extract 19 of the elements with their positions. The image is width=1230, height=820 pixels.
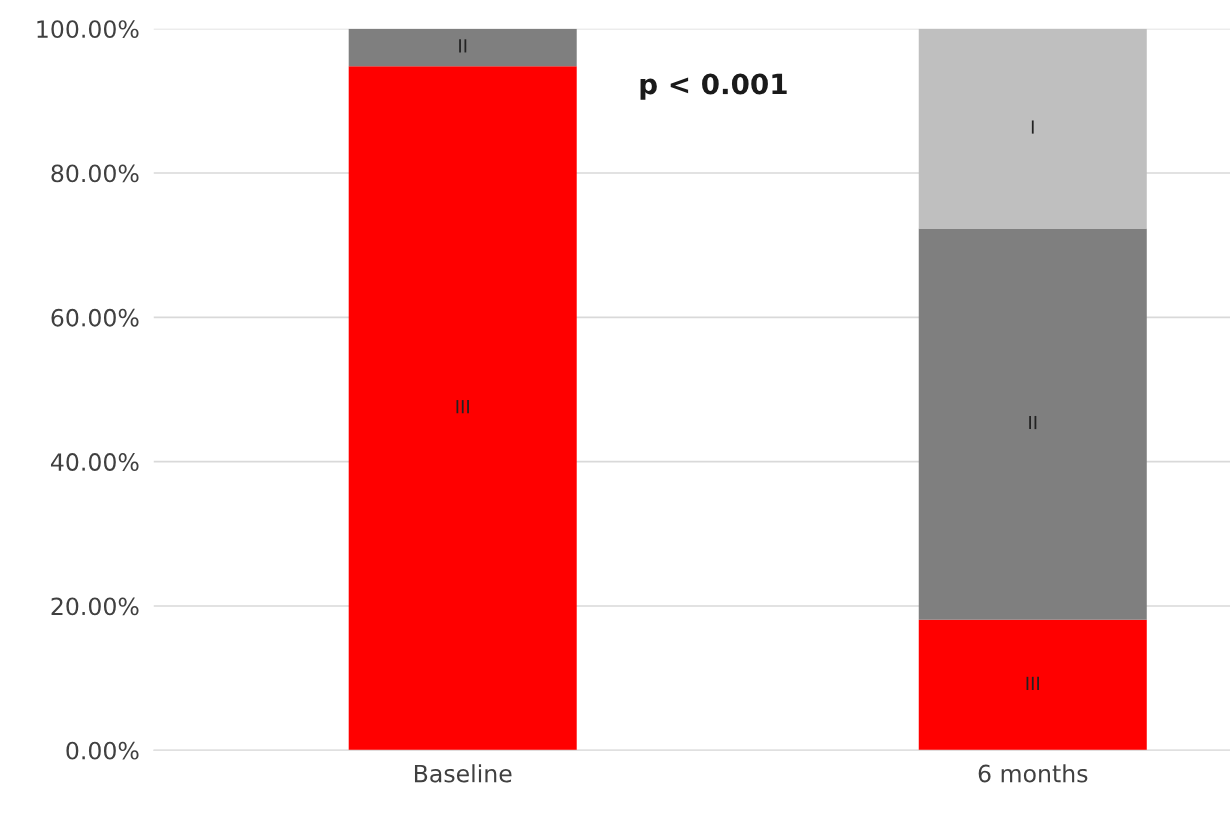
y-tick-label: 80.00% [51, 164, 139, 183]
text: III [456, 400, 469, 414]
bar [348, 28, 577, 67]
x-tick-label: Baseline [414, 764, 512, 783]
bar [348, 66, 577, 751]
annotation: p < 0.001 [640, 73, 787, 100]
bar [918, 28, 1147, 229]
y-tick-label: 40.00% [50, 453, 139, 471]
y-tick-label: 0.00% [66, 741, 139, 760]
series-label: II [459, 39, 467, 53]
series-label: III [1026, 676, 1039, 690]
text: II [1029, 415, 1037, 430]
bar [918, 228, 1147, 620]
x-tick-label: 6 months [978, 764, 1088, 783]
bar [918, 619, 1147, 751]
y-tick-label: 60.00% [51, 308, 139, 327]
y-tick-label: 100.00% [37, 20, 139, 39]
y-tick-label: 20.00% [51, 597, 139, 616]
series-label: I [1031, 120, 1034, 134]
